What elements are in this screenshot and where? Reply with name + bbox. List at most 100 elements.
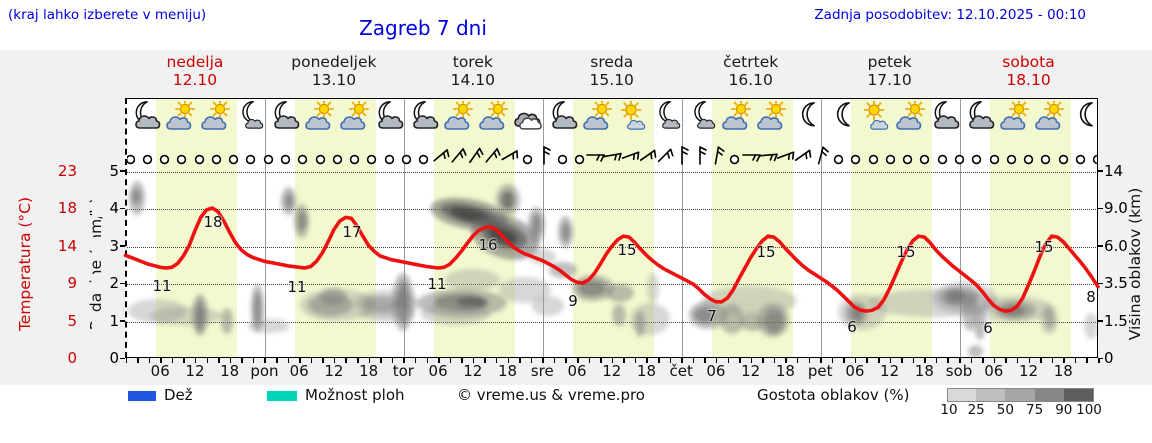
calm-wind-icon [919, 150, 930, 169]
calm-wind-icon [729, 150, 740, 169]
calm-wind-icon [1023, 150, 1034, 169]
x-minor-tick [403, 358, 405, 363]
left-spine-tick [120, 357, 125, 359]
x-tick-label: 12 [324, 362, 344, 380]
temperature-value-label: 18 [203, 213, 223, 231]
gridline [127, 246, 1097, 248]
x-minor-tick [1005, 358, 1007, 363]
calm-wind-icon [989, 150, 1000, 169]
menu-hint: (kraj lahko izberete v meniju) [8, 7, 207, 23]
x-tick-label: 12 [185, 362, 205, 380]
sun-small-cloud-icon [615, 99, 649, 135]
x-minor-tick [160, 358, 162, 363]
day-separator [682, 99, 684, 357]
cloud-height-tick-label: 6.0 [1103, 236, 1129, 255]
x-tick-label: tor [392, 362, 414, 380]
temperature-value-label: 11 [427, 275, 447, 293]
left-spine-tick [120, 170, 125, 172]
x-minor-tick [796, 358, 799, 363]
sun-cloud-icon [337, 99, 371, 135]
day-date: 17.10 [867, 71, 912, 89]
wind-barb-icon [501, 145, 518, 169]
cloud-cover-blob [763, 309, 784, 333]
wind-barb-icon [603, 145, 623, 169]
x-minor-tick [206, 358, 209, 363]
density-scale-tick: 25 [967, 402, 985, 418]
cloud-cover-blob [973, 308, 986, 340]
x-minor-tick [831, 358, 834, 363]
calm-wind-icon [557, 150, 568, 169]
cloud-cover-blob [967, 345, 983, 357]
cloud-cover-blob [529, 249, 556, 265]
x-tick-label: 12 [463, 362, 483, 380]
x-minor-tick [982, 358, 984, 363]
copyright-link[interactable]: © vreme.us & vreme.pro [457, 386, 645, 404]
x-minor-tick [322, 358, 324, 363]
day-name: sreda [590, 53, 634, 71]
density-scale-tick: 100 [1076, 402, 1102, 418]
calm-wind-icon [245, 150, 256, 169]
cloud-height-tick-label: 3.5 [1103, 274, 1129, 292]
calm-wind-icon [833, 150, 844, 169]
day-name: sobota [1002, 53, 1055, 71]
x-minor-tick [646, 358, 648, 363]
calm-wind-icon [401, 150, 412, 169]
x-minor-tick [843, 358, 845, 363]
cloud-cover-blob [634, 311, 645, 337]
density-scale-segment [1034, 388, 1064, 402]
x-tick-label: 18 [775, 362, 795, 380]
left-spine-tick [120, 207, 125, 209]
x-minor-tick [530, 358, 533, 363]
wind-barb-icon [639, 145, 657, 169]
wind-barb-icon [536, 145, 552, 169]
wind-barb-icon [674, 145, 690, 169]
temperature-value-label: 15 [1034, 238, 1054, 256]
calm-wind-icon [349, 150, 360, 169]
sun-cloud-icon [302, 99, 336, 135]
temp-tick-label: 23 [48, 161, 78, 180]
temp-tick-label: 18 [48, 199, 78, 217]
temperature-value-label: 15 [896, 243, 916, 261]
moon-cloud-icon [927, 101, 961, 135]
cloud-cover-blob [1083, 313, 1097, 339]
x-minor-tick [495, 358, 498, 363]
moon-icon [823, 101, 857, 135]
sun-cloud-icon [441, 99, 475, 135]
x-minor-tick [345, 358, 347, 363]
x-minor-tick [357, 358, 359, 363]
x-tick-label: 06 [289, 362, 309, 380]
calm-wind-icon [885, 150, 896, 169]
wind-barb-icon [586, 145, 605, 169]
x-minor-tick [577, 358, 579, 363]
density-scale-segment [947, 388, 978, 402]
sun-cloud-icon [754, 99, 788, 135]
cloud-cover-blob [195, 300, 204, 332]
x-tick-label: 06 [567, 362, 587, 380]
cloud-cover-blob [284, 193, 293, 209]
x-minor-tick [600, 358, 602, 363]
x-minor-tick [414, 358, 417, 363]
sun-cloud-icon [580, 99, 614, 135]
temperature-value-label: 15 [756, 243, 776, 261]
calm-wind-icon [522, 150, 533, 169]
x-minor-tick [264, 358, 266, 363]
x-minor-tick [1063, 358, 1065, 363]
right-spine-tick [1098, 320, 1103, 322]
calm-wind-icon [297, 150, 308, 169]
x-minor-tick [912, 358, 915, 363]
left-spine-tick [120, 320, 125, 322]
x-minor-tick [901, 358, 903, 363]
sun-small-cloud-icon [858, 99, 892, 135]
day-header: ponedeljek 13.10 [264, 53, 403, 89]
cloud-cover-blob [611, 304, 626, 326]
x-minor-tick [762, 358, 764, 363]
calm-wind-icon [384, 150, 395, 169]
x-minor-tick [125, 358, 127, 363]
cloud-cover-blob [646, 273, 659, 303]
temperature-value-label: 11 [152, 277, 172, 295]
x-tick-label: 18 [498, 362, 518, 380]
wind-barb-icon [776, 145, 795, 169]
moon-small-cloud-icon [684, 100, 718, 135]
cloud-cover-blob [359, 306, 415, 322]
day-header: sreda 15.10 [542, 53, 681, 89]
